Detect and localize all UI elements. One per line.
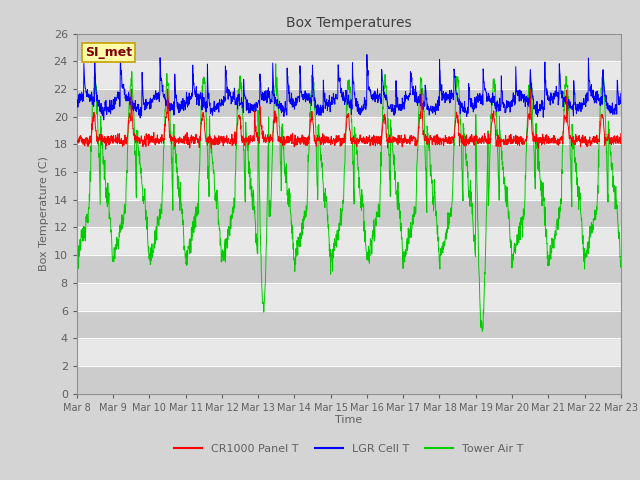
Bar bbox=[77, 200, 621, 228]
CR1000 Panel T bbox=[602, 141, 609, 146]
CR1000 Panel T bbox=[324, 140, 332, 145]
CR1000 Panel T bbox=[100, 134, 108, 140]
Tower Air T bbox=[100, 165, 108, 170]
Tower Air T bbox=[617, 259, 625, 265]
LGR Cell T bbox=[602, 98, 609, 104]
LGR Cell T bbox=[101, 106, 109, 112]
LGR Cell T bbox=[116, 51, 124, 57]
Y-axis label: Box Temperature (C): Box Temperature (C) bbox=[39, 156, 49, 271]
LGR Cell T bbox=[100, 117, 108, 123]
LGR Cell T bbox=[602, 92, 609, 98]
Tower Air T bbox=[479, 328, 486, 334]
Bar bbox=[77, 34, 621, 61]
CR1000 Panel T bbox=[502, 132, 509, 138]
LGR Cell T bbox=[502, 109, 509, 115]
LGR Cell T bbox=[338, 94, 346, 100]
CR1000 Panel T bbox=[127, 86, 135, 92]
LGR Cell T bbox=[324, 108, 332, 113]
Tower Air T bbox=[602, 120, 609, 125]
CR1000 Panel T bbox=[73, 138, 81, 144]
Bar bbox=[77, 89, 621, 117]
LGR Cell T bbox=[73, 96, 81, 102]
Tower Air T bbox=[323, 208, 331, 214]
Tower Air T bbox=[602, 112, 609, 118]
Line: CR1000 Panel T: CR1000 Panel T bbox=[77, 89, 621, 149]
Bar bbox=[77, 311, 621, 338]
Bar bbox=[77, 144, 621, 172]
Tower Air T bbox=[73, 265, 81, 271]
CR1000 Panel T bbox=[617, 131, 625, 136]
LGR Cell T bbox=[617, 91, 625, 96]
Bar bbox=[77, 255, 621, 283]
X-axis label: Time: Time bbox=[335, 415, 362, 425]
Legend: CR1000 Panel T, LGR Cell T, Tower Air T: CR1000 Panel T, LGR Cell T, Tower Air T bbox=[170, 439, 528, 458]
Line: Tower Air T: Tower Air T bbox=[77, 64, 621, 331]
CR1000 Panel T bbox=[602, 139, 609, 144]
Tower Air T bbox=[272, 61, 280, 67]
Line: LGR Cell T: LGR Cell T bbox=[77, 54, 621, 120]
Tower Air T bbox=[338, 218, 346, 224]
CR1000 Panel T bbox=[338, 136, 346, 142]
CR1000 Panel T bbox=[102, 146, 109, 152]
Text: SI_met: SI_met bbox=[85, 46, 132, 59]
Bar bbox=[77, 366, 621, 394]
Tower Air T bbox=[502, 183, 509, 189]
Title: Box Temperatures: Box Temperatures bbox=[286, 16, 412, 30]
